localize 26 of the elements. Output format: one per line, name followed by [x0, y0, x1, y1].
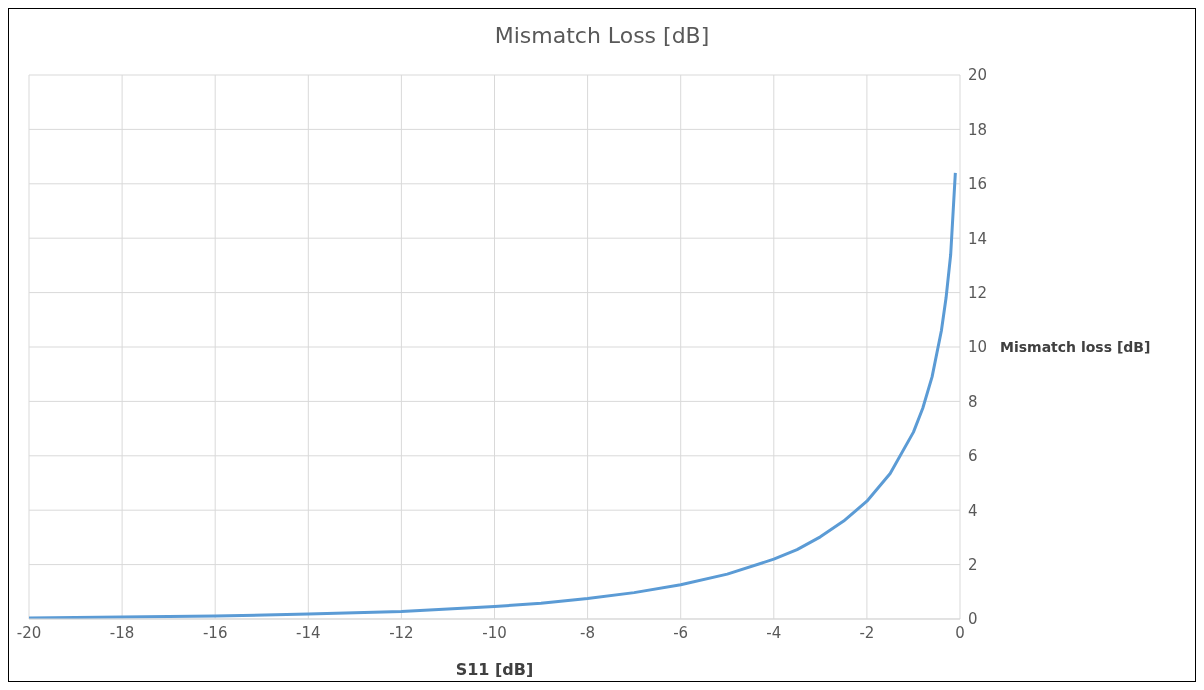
- y-tick-label: 8: [968, 392, 978, 411]
- x-tick-label: 0: [955, 623, 965, 642]
- y-tick-label: 20: [968, 66, 988, 85]
- y-tick-label: 2: [968, 555, 978, 574]
- x-tick-label: -16: [202, 623, 228, 642]
- x-tick-label: -10: [482, 623, 507, 642]
- x-tick-label: -12: [389, 623, 414, 642]
- y-tick-label: 0: [968, 610, 978, 629]
- y-tick-label: 4: [968, 501, 978, 520]
- x-tick-label: -6: [673, 623, 689, 642]
- x-tick-label: -20: [16, 623, 42, 642]
- y-tick-label: 10: [968, 338, 988, 357]
- x-axis-title: S11 [dB]: [455, 660, 534, 679]
- y-axis-title: Mismatch loss [dB]: [1000, 339, 1151, 355]
- x-tick-label: -2: [859, 623, 875, 642]
- y-tick-label: 18: [968, 120, 988, 139]
- x-tick-label: -4: [766, 623, 782, 642]
- y-tick-label: 6: [968, 447, 978, 466]
- y-tick-label: 12: [968, 283, 988, 302]
- y-tick-label: 14: [968, 229, 988, 248]
- chart-title: Mismatch Loss [dB]: [493, 22, 711, 50]
- x-tick-label: -14: [296, 623, 321, 642]
- y-tick-label: 16: [968, 175, 988, 194]
- x-tick-label: -18: [109, 623, 135, 642]
- x-tick-label: -8: [580, 623, 596, 642]
- line-series: [29, 171, 957, 619]
